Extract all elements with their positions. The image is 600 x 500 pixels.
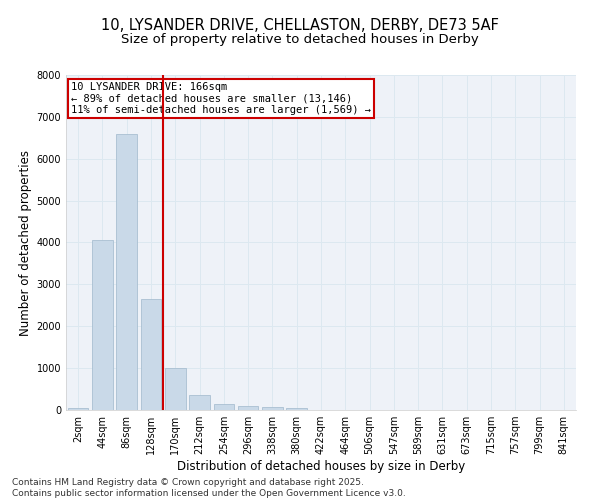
Bar — [262, 407, 283, 410]
Bar — [165, 368, 185, 410]
Text: Size of property relative to detached houses in Derby: Size of property relative to detached ho… — [121, 32, 479, 46]
Bar — [286, 408, 307, 410]
Bar — [214, 404, 234, 410]
Y-axis label: Number of detached properties: Number of detached properties — [19, 150, 32, 336]
Text: 10 LYSANDER DRIVE: 166sqm
← 89% of detached houses are smaller (13,146)
11% of s: 10 LYSANDER DRIVE: 166sqm ← 89% of detac… — [71, 82, 371, 115]
Bar — [140, 299, 161, 410]
X-axis label: Distribution of detached houses by size in Derby: Distribution of detached houses by size … — [177, 460, 465, 473]
Bar — [189, 396, 210, 410]
Bar — [238, 406, 259, 410]
Bar — [92, 240, 113, 410]
Text: Contains HM Land Registry data © Crown copyright and database right 2025.
Contai: Contains HM Land Registry data © Crown c… — [12, 478, 406, 498]
Bar — [68, 408, 88, 410]
Text: 10, LYSANDER DRIVE, CHELLASTON, DERBY, DE73 5AF: 10, LYSANDER DRIVE, CHELLASTON, DERBY, D… — [101, 18, 499, 32]
Bar — [116, 134, 137, 410]
